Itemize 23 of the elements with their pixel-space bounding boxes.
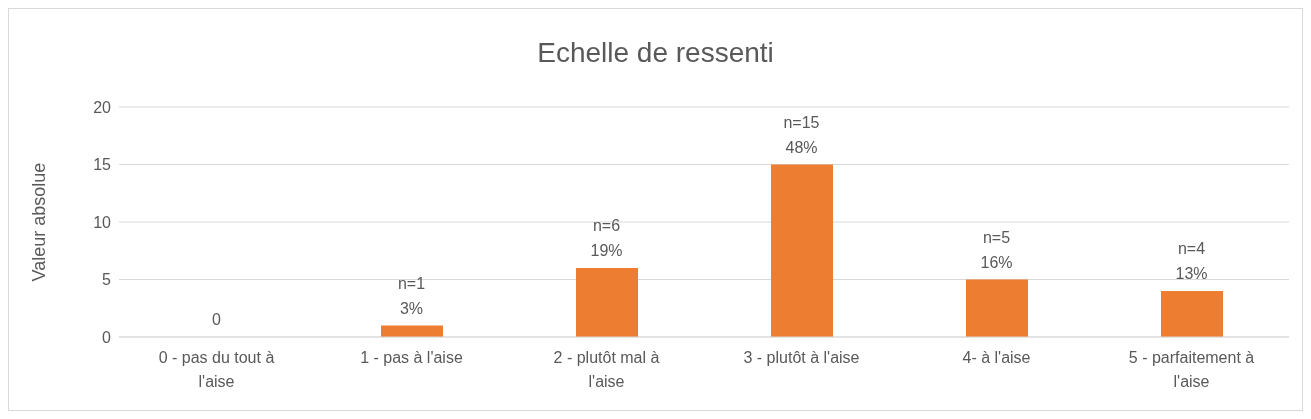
data-label: n=1 3% <box>397 274 426 317</box>
y-tick-label: 5 <box>102 271 112 289</box>
bar <box>771 164 833 337</box>
x-tick-label: 2 - plutôt mal à l'aise <box>553 349 660 390</box>
y-tick-label: 10 <box>93 213 112 231</box>
x-tick-label: 1 - pas à l'aise <box>360 349 463 366</box>
data-label: n=5 16% <box>980 228 1013 271</box>
x-tick-label: 5 - parfaitement à l'aise <box>1128 349 1255 390</box>
data-label: n=4 13% <box>1175 240 1208 282</box>
bar <box>1161 291 1223 337</box>
bar <box>966 279 1028 337</box>
y-tick-label: 20 <box>93 98 112 116</box>
y-tick-label: 0 <box>102 328 112 346</box>
y-axis-title: Valeur absolue <box>29 162 50 282</box>
bar <box>576 268 638 337</box>
x-tick-label: 0 - pas du tout à l'aise <box>158 349 275 390</box>
chart-title: Echelle de ressenti <box>536 37 775 69</box>
data-label: n=15 48% <box>783 113 820 156</box>
x-tick-label: 3 - plutôt à l'aise <box>743 349 860 366</box>
y-tick-label: 15 <box>93 156 112 174</box>
x-tick-label: 4- à l'aise <box>962 349 1031 366</box>
data-label: n=6 19% <box>590 217 623 259</box>
data-label: 0 <box>212 311 222 328</box>
